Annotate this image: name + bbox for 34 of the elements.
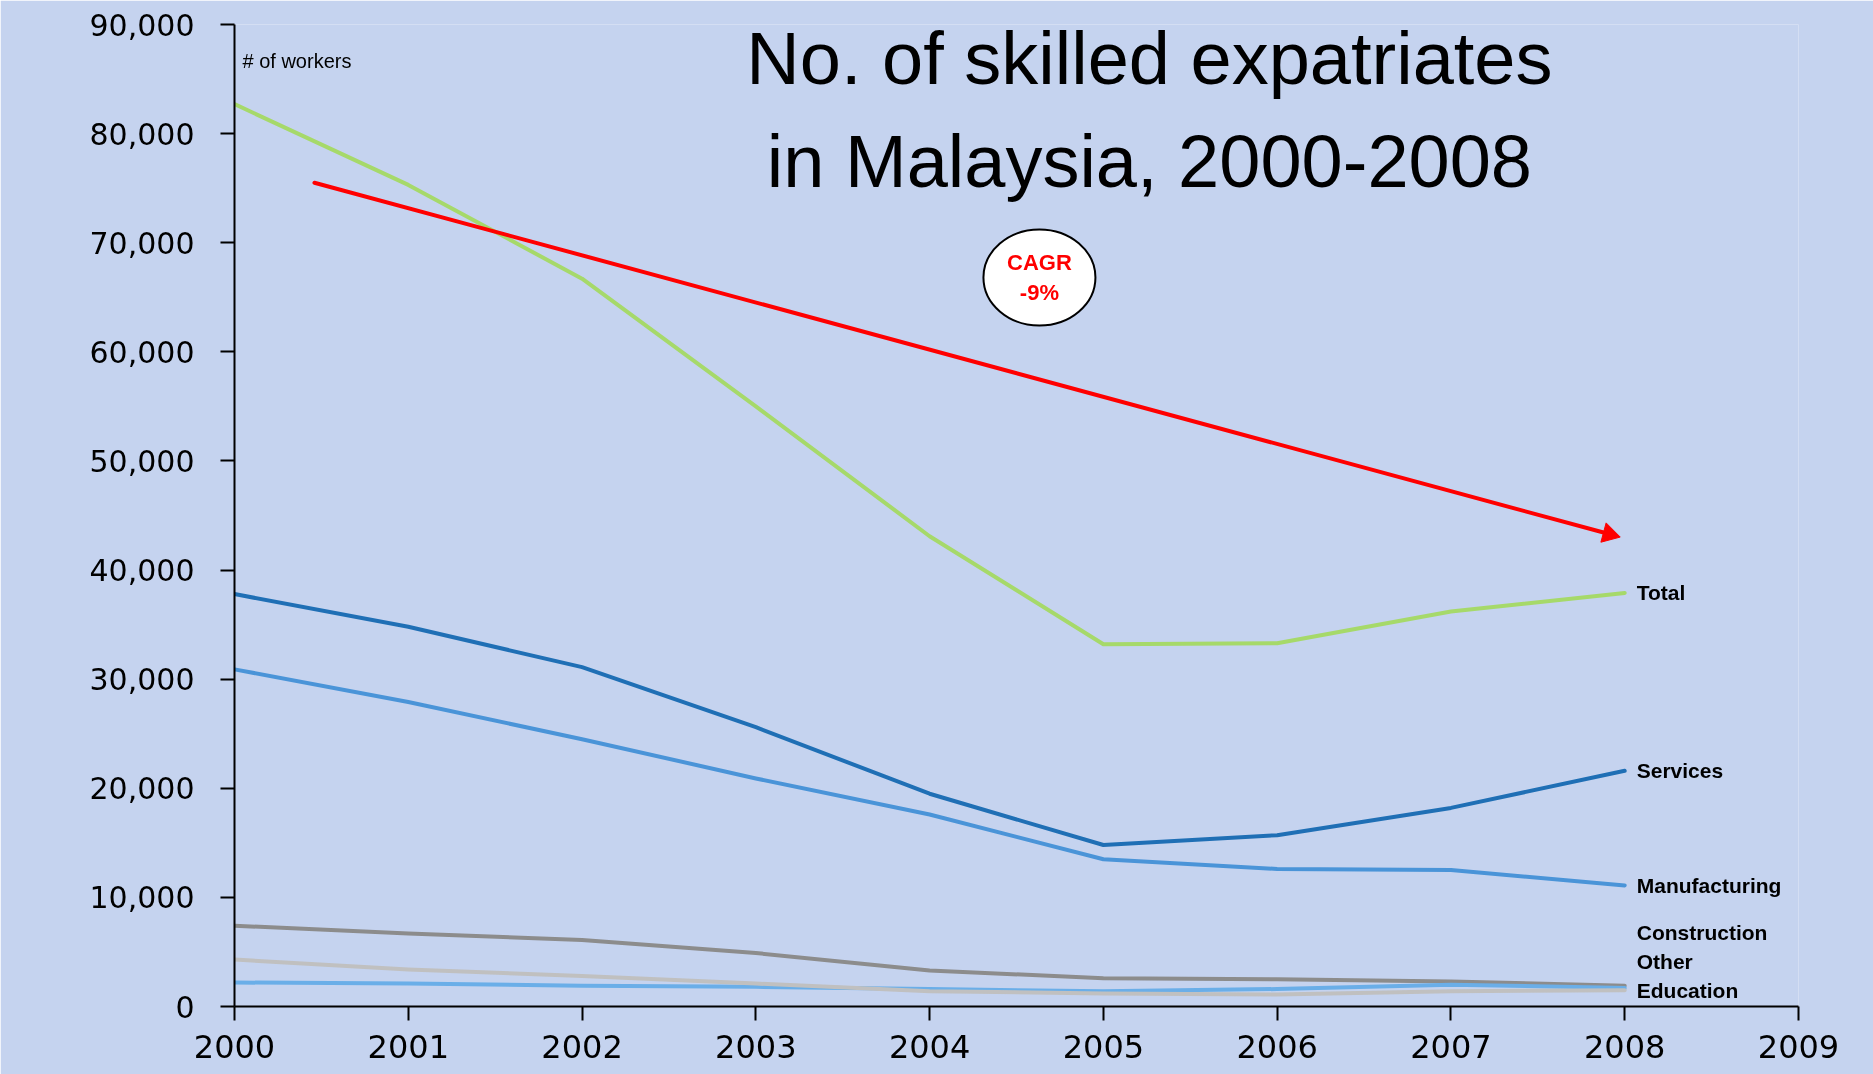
annotation: CAGR -9% [1007,249,1072,305]
series-label: Education [1636,978,1739,1002]
x-tick-label: 2001 [367,1027,449,1066]
x-tick-label: 2000 [193,1027,276,1066]
y-tick-label: 40,000 [89,553,195,589]
y-axis-title: # of workers [242,49,352,72]
y-tick-label: 0 [175,989,195,1025]
x-tick-label: 2004 [888,1027,971,1066]
x-tick-label: 2006 [1236,1027,1318,1066]
text: Construction [1636,920,1768,944]
y-tick-label: 80,000 [89,116,195,152]
x-tick-label: 2005 [1062,1027,1145,1066]
y-tick-label: 50,000 [89,443,195,479]
line-series [234,923,1627,988]
series-label: Total [1636,581,1686,605]
y-tick-label: 70,000 [89,225,195,261]
y-tick-label: 60,000 [89,334,195,370]
y-tick-label: 90,000 [89,7,195,43]
x-tick-label: 2007 [1410,1027,1492,1066]
y-tick-label: 30,000 [89,662,195,698]
series-label: Services [1636,759,1724,783]
series-label: Manufacturing [1636,873,1782,897]
line-series [234,592,1627,848]
text: No. of skilled expatriates in Malaysia, 2000-2008 [746,16,1553,204]
x-tick-label: 2008 [1584,1027,1666,1066]
y-tick-label: 20,000 [89,771,195,807]
x-tick-label: 2009 [1757,1027,1840,1066]
x-tick-label: 2002 [541,1027,623,1066]
line-series [234,957,1627,997]
series-label: Other [1636,949,1693,973]
line-series [234,667,1627,888]
y-tick-label: 10,000 [89,880,195,916]
line-series [234,102,1627,647]
x-tick-label: 2003 [715,1027,797,1066]
